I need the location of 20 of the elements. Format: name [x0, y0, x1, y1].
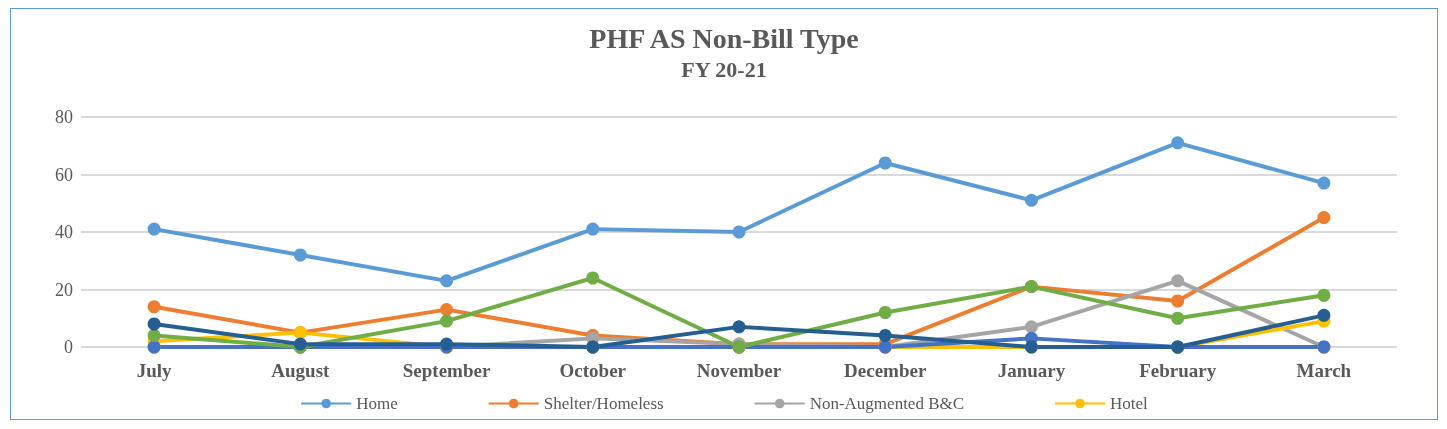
x-tick-label: October	[559, 360, 627, 381]
chart-subtitle: FY 20-21	[681, 56, 767, 82]
y-tick-label: 60	[55, 164, 73, 185]
x-tick-label: September	[402, 360, 491, 381]
y-tick-label: 40	[55, 222, 73, 242]
y-tick-label: 80	[55, 107, 73, 127]
x-tick-label: March	[1296, 360, 1352, 381]
chart-title: PHF AS Non-Bill Type	[589, 22, 859, 54]
x-tick-label: July	[136, 360, 173, 381]
y-tick-label: 20	[55, 279, 73, 300]
y-tick-label: 0	[64, 337, 73, 357]
legend-label: Home	[356, 394, 398, 413]
x-tick-label: January	[997, 360, 1066, 381]
legend-label: Non-Augmented B&C	[809, 394, 965, 413]
x-tick-label: February	[1139, 360, 1217, 381]
x-tick-label: August	[271, 360, 331, 381]
legend-label: Hotel	[1110, 394, 1149, 413]
legend-label: Shelter/Homeless	[543, 394, 664, 413]
x-tick-label: November	[696, 360, 782, 381]
x-tick-label: December	[844, 360, 927, 381]
